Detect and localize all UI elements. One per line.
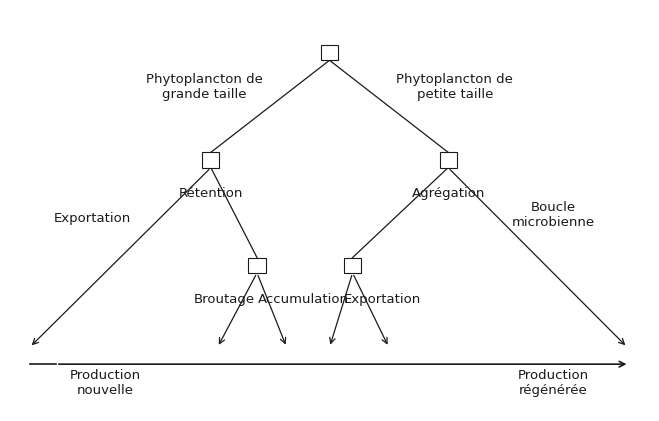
Text: Production
nouvelle: Production nouvelle — [70, 369, 141, 397]
Text: Boucle
microbienne: Boucle microbienne — [512, 201, 595, 229]
Text: Exportation: Exportation — [53, 213, 131, 225]
Bar — [440, 152, 457, 168]
Bar — [344, 258, 361, 273]
Text: Phytoplancton de
petite taille: Phytoplancton de petite taille — [396, 73, 513, 101]
Text: Agrégation: Agrégation — [411, 187, 485, 200]
Text: Broutage: Broutage — [194, 293, 254, 306]
Text: Rétention: Rétention — [179, 187, 243, 200]
Text: Phytoplancton de
grande taille: Phytoplancton de grande taille — [146, 73, 263, 101]
Text: Exportation: Exportation — [343, 293, 421, 306]
Bar — [202, 152, 219, 168]
Text: Production
régénérée: Production régénérée — [518, 369, 589, 397]
Bar — [321, 45, 338, 60]
Text: Accumulation: Accumulation — [258, 293, 349, 306]
Bar — [248, 258, 266, 273]
